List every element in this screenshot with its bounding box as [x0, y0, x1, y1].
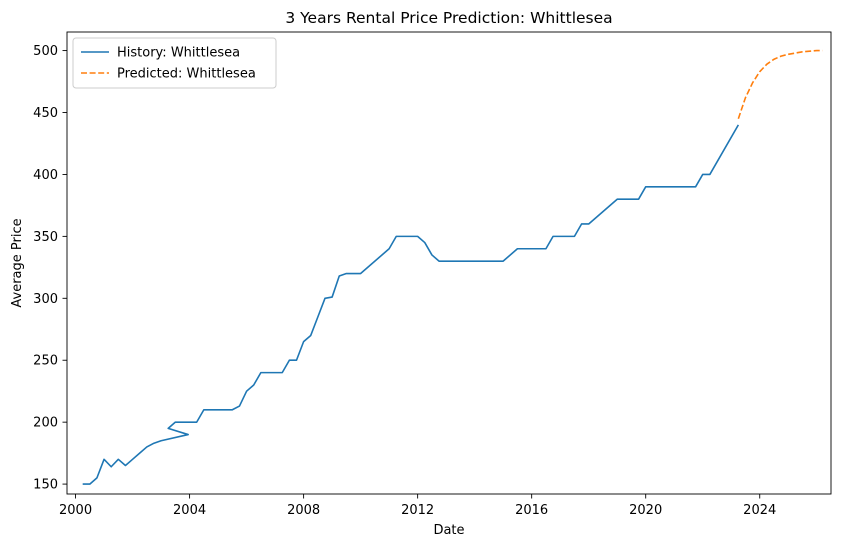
x-tick-label: 2024: [743, 503, 776, 518]
axes: 2000 2004 2008 2012 2016 2020 2024 150 200 250 300…: [33, 31, 832, 518]
x-tick-label: 2020: [629, 503, 662, 518]
legend-label: History: Whittlesea: [117, 46, 240, 61]
plot-area: [82, 49, 823, 485]
x-tick-label: 2016: [515, 503, 548, 518]
legend-box: [72, 37, 277, 89]
series-line-predicted: [737, 49, 823, 119]
axes-frame: [66, 31, 832, 495]
y-tick-label: 300: [33, 292, 58, 307]
legend-label: Predicted: Whittlesea: [117, 67, 256, 82]
x-tick-label: 2008: [287, 503, 320, 518]
y-tick-label: 400: [33, 168, 58, 183]
y-tick-label: 250: [33, 354, 58, 369]
series-line-history: [82, 124, 740, 485]
y-tick-label: 150: [33, 478, 58, 493]
x-axis-label: Date: [433, 523, 464, 538]
legend: History: Whittlesea Predicted: Whittlesea: [72, 37, 277, 89]
x-tick-label: 2004: [173, 503, 206, 518]
y-axis-label: Average Price: [10, 218, 25, 307]
y-tick-label: 500: [33, 44, 58, 59]
y-tick-label: 350: [33, 230, 58, 245]
x-tick-label: 2012: [401, 503, 434, 518]
y-tick-label: 450: [33, 106, 58, 121]
x-tick-label: 2000: [59, 503, 92, 518]
chart-title: 3 Years Rental Price Prediction: Whittle…: [285, 9, 612, 27]
y-tick-label: 200: [33, 416, 58, 431]
